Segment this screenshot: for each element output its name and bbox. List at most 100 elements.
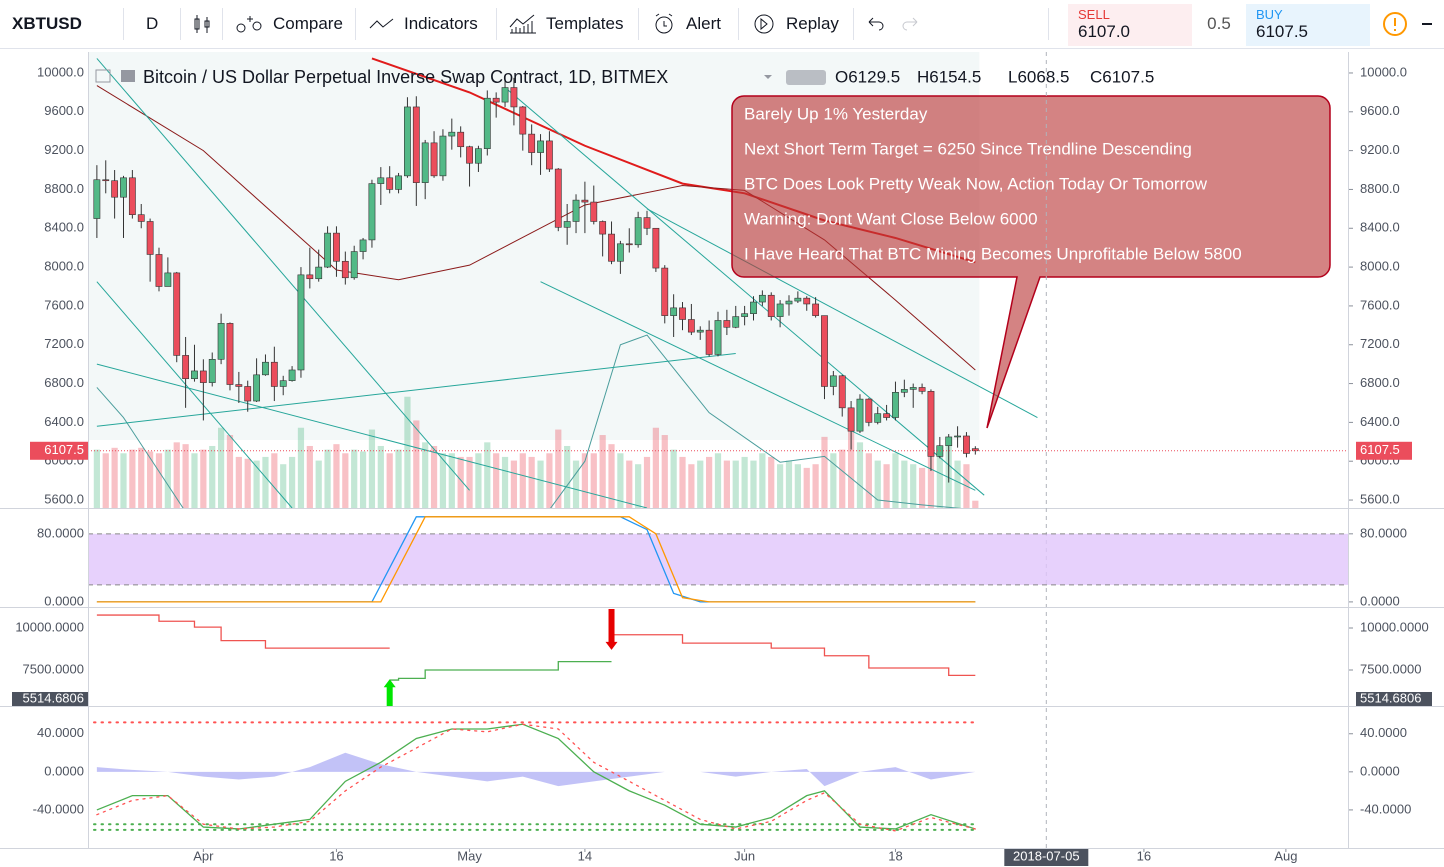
volume-bar <box>155 453 163 508</box>
candle-body <box>137 214 145 222</box>
volume-bar <box>564 445 571 508</box>
undo-button[interactable] <box>866 0 886 48</box>
collapse-button[interactable] <box>1420 0 1434 48</box>
y-tick-label: 6800.0 <box>1360 375 1400 390</box>
y-tick-label: 6800.0 <box>44 375 84 390</box>
volume-bar <box>359 451 367 508</box>
candle-body <box>687 319 695 333</box>
x-tick-label: Aug <box>1274 848 1297 863</box>
candle-body <box>208 359 216 383</box>
y-tick-label: 9200.0 <box>1360 142 1400 157</box>
undo-icon <box>868 17 884 31</box>
candle-body <box>590 201 598 222</box>
volume-bar <box>972 500 979 508</box>
annotation-text: BTC Does Look Pretty Weak Now, Action To… <box>744 174 1208 193</box>
candle-body <box>368 183 376 241</box>
candle-body <box>164 272 172 287</box>
candle-body <box>519 106 527 135</box>
candle-body <box>217 323 225 360</box>
annotation-text: Next Short Term Target = 6250 Since Tren… <box>744 139 1192 158</box>
indicators-button[interactable]: Indicators <box>368 0 478 48</box>
volume-bar <box>120 453 127 508</box>
ohlc-label: H6154.5 <box>917 67 981 86</box>
volume-bar <box>342 453 349 508</box>
volume-bar <box>271 453 278 508</box>
y-tick-label: 0.0000 <box>1360 593 1400 608</box>
templates-button[interactable]: Templates <box>508 0 623 48</box>
candle-body <box>270 361 278 387</box>
info-button[interactable] <box>1382 0 1408 48</box>
candle-body <box>430 142 438 177</box>
symbol[interactable]: XBTUSD <box>12 14 82 33</box>
volume-bar <box>191 453 198 508</box>
volume-bar <box>918 467 926 508</box>
volume-bar <box>901 460 908 508</box>
volume-bar <box>368 429 376 508</box>
candle-body <box>865 398 873 423</box>
crosshair-label: 2018-07-05 <box>1013 848 1080 863</box>
volume-bar <box>147 451 154 508</box>
y-tick-label: 7200.0 <box>1360 336 1400 351</box>
candle-body <box>253 374 260 402</box>
chart-style-button[interactable] <box>192 0 212 48</box>
redo-button[interactable] <box>900 0 920 48</box>
replay-button[interactable]: Replay <box>752 0 839 48</box>
volume-bar <box>590 453 597 508</box>
sell-button[interactable]: SELL 6107.0 <box>1068 4 1192 46</box>
volume-bar <box>217 427 225 508</box>
volume-bar <box>697 460 704 508</box>
volume-bar <box>635 464 642 508</box>
candle-body <box>723 320 731 328</box>
candle-body <box>767 294 775 317</box>
volume-bar <box>244 458 251 508</box>
histogram-area <box>96 752 976 787</box>
y-tick-label: 9600.0 <box>1360 103 1400 118</box>
legend-icon <box>121 70 135 82</box>
button-label: Alert <box>686 14 721 33</box>
volume-bar <box>182 444 189 508</box>
volume-bar <box>262 456 269 508</box>
candle-body <box>111 180 119 198</box>
buy-button[interactable]: BUY 6107.5 <box>1246 4 1370 46</box>
y-tick-label: 8800.0 <box>1360 181 1400 196</box>
volume-bar <box>173 442 180 508</box>
candle-body <box>191 370 198 380</box>
separator <box>853 8 854 40</box>
compare-button[interactable]: Compare <box>235 0 343 48</box>
candle-body <box>146 221 154 255</box>
candle-body <box>954 435 961 438</box>
y-tick-label: 40.0000 <box>1360 725 1407 740</box>
last-price-label: 6107.5 <box>44 442 84 457</box>
candle-body <box>679 307 686 320</box>
volume-bar <box>315 460 322 508</box>
volume-bar <box>475 453 482 508</box>
volume-bar <box>280 464 287 508</box>
volume-bar <box>501 456 509 508</box>
last-price-box <box>30 441 88 460</box>
candle-body <box>971 448 979 452</box>
overlay-line <box>96 334 962 508</box>
alert-button[interactable]: Alert <box>652 0 721 48</box>
volume-bar <box>874 460 881 508</box>
candle-body <box>776 303 784 317</box>
volume-bar <box>510 460 518 508</box>
separator <box>638 8 639 40</box>
candle-body <box>546 140 553 170</box>
volume-bar <box>572 460 580 508</box>
volume-bar <box>537 460 544 508</box>
candle-body <box>262 361 269 376</box>
interval[interactable]: D <box>146 14 159 33</box>
volume-bar <box>936 453 943 508</box>
buy-price: 6107.5 <box>1256 22 1308 41</box>
candle-body <box>758 294 766 303</box>
candle-body <box>173 272 181 356</box>
toolbar: XBTUSD D Compare Indicators Templates Al… <box>0 0 1444 49</box>
candle-body <box>324 232 331 268</box>
button-label: Indicators <box>404 14 478 33</box>
candle-body <box>643 217 651 229</box>
candle-body <box>963 435 970 454</box>
spread: 0.5 <box>1207 14 1231 33</box>
candle-body <box>279 380 287 387</box>
button-label: Templates <box>546 14 624 33</box>
